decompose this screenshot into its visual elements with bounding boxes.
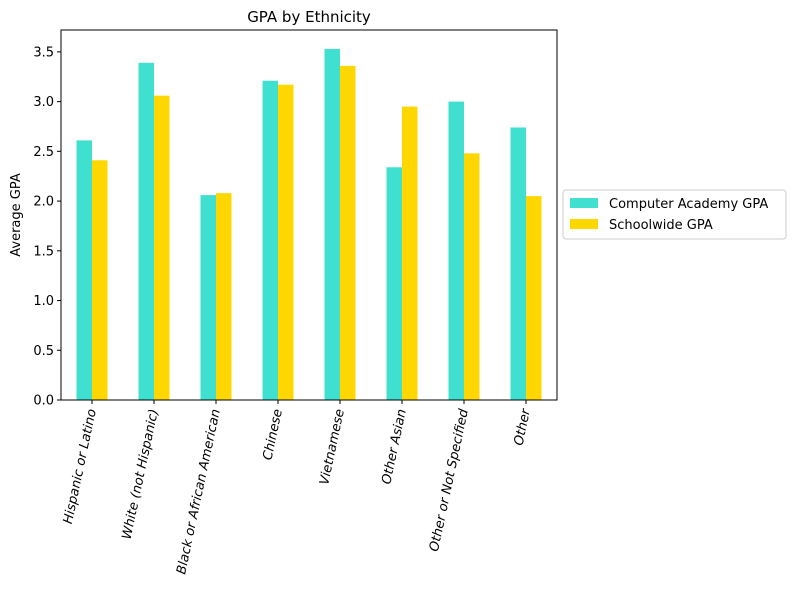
bar-computer-academy-4	[324, 48, 340, 401]
y-axis-title: Average GPA	[9, 173, 24, 257]
y-tick-label: 1.0	[33, 294, 54, 309]
bar-schoolwide-2	[216, 193, 232, 400]
plot-frame	[60, 29, 558, 401]
y-tick-label: 1.5	[33, 244, 54, 259]
chart-title: GPA by Ethnicity	[247, 8, 371, 26]
bar-computer-academy-5	[386, 167, 402, 400]
y-tick-label: 3.5	[33, 45, 54, 60]
bar-schoolwide-3	[278, 84, 294, 400]
x-tick-label: Chinese	[260, 408, 285, 462]
bar-schoolwide-6	[464, 153, 480, 400]
legend-label-computer-academy: Computer Academy GPA	[609, 197, 768, 212]
y-tick-label: 2.0	[33, 195, 54, 210]
bar-computer-academy-0	[76, 140, 92, 400]
bar-schoolwide-4	[340, 65, 356, 400]
x-tick-label: Other	[512, 406, 535, 447]
bar-computer-academy-2	[200, 195, 216, 400]
bar-computer-academy-6	[448, 101, 464, 401]
x-tick-label: Vietnamese	[317, 408, 348, 487]
x-tick-label: Hispanic or Latino	[61, 408, 100, 526]
bar-schoolwide-5	[402, 106, 418, 400]
y-tick-label: 2.5	[33, 145, 54, 160]
bar-computer-academy-1	[138, 62, 154, 400]
bars-layer	[76, 48, 542, 401]
bar-schoolwide-1	[154, 95, 170, 401]
legend-swatch-schoolwide	[570, 219, 598, 229]
x-tick-label: Other Asian	[379, 408, 410, 486]
legend-swatch-computer-academy	[570, 198, 598, 208]
x-tick-label: Black or African American	[174, 408, 224, 576]
bar-computer-academy-3	[262, 80, 278, 400]
legend: Computer Academy GPA Schoolwide GPA	[562, 189, 787, 240]
y-tick-label: 0.0	[33, 394, 54, 409]
y-tick-label: 0.5	[33, 344, 54, 359]
x-tick-label: Other or Not Specified	[427, 407, 472, 553]
bar-schoolwide-0	[92, 160, 108, 400]
legend-label-schoolwide: Schoolwide GPA	[609, 218, 713, 233]
bar-computer-academy-7	[510, 127, 526, 400]
bar-schoolwide-7	[526, 196, 542, 400]
x-tick-label: White (not Hispanic)	[120, 408, 162, 541]
legend-box	[562, 189, 787, 240]
y-tick-label: 3.0	[33, 95, 54, 110]
